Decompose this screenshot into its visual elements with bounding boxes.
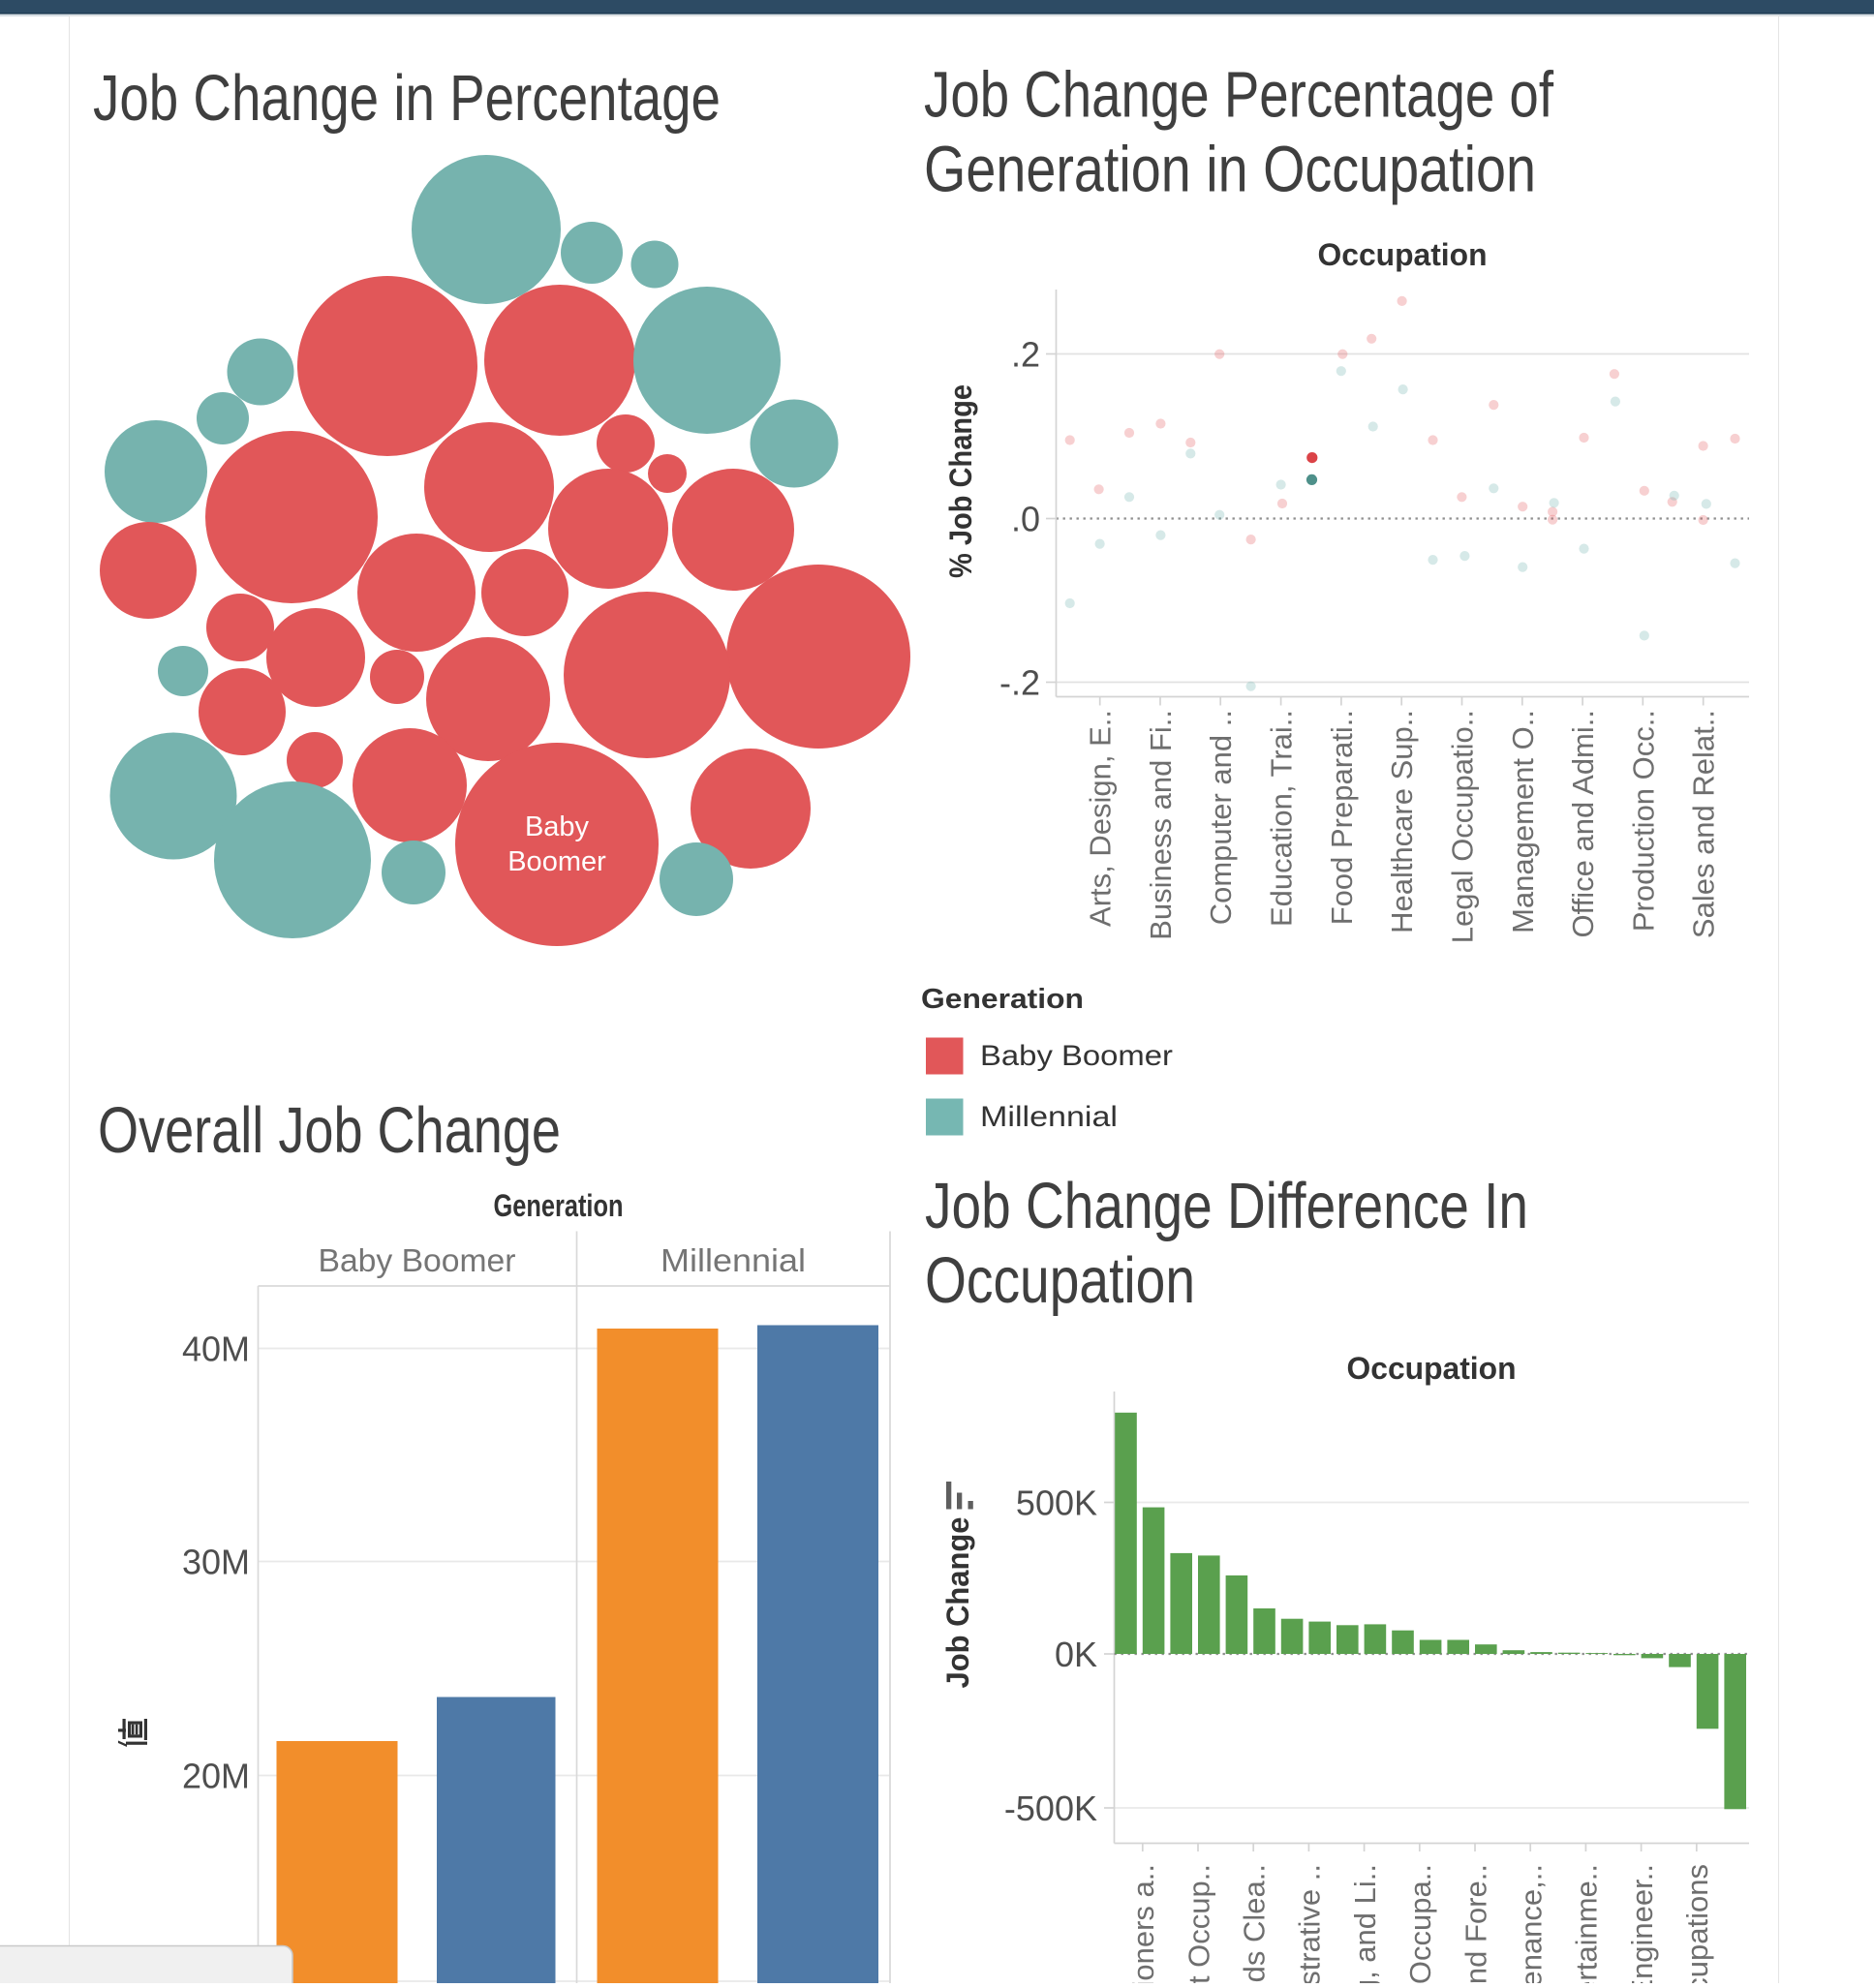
svg-text:Baby Boomer: Baby Boomer <box>980 1040 1173 1072</box>
svg-text:.0: .0 <box>1011 500 1040 539</box>
svg-text:Boomer: Boomer <box>507 846 606 877</box>
svg-text:Millennial: Millennial <box>661 1242 806 1278</box>
svg-text:Millennial: Millennial <box>980 1101 1118 1133</box>
svg-text:cupations: cupations <box>1680 1864 1714 1983</box>
svg-text:0K: 0K <box>1055 1635 1097 1674</box>
svg-text:Occupation: Occupation <box>925 1244 1195 1317</box>
svg-text:Sales and Relat..: Sales and Relat.. <box>1687 710 1721 938</box>
svg-text:tenance,..: tenance,.. <box>1515 1864 1549 1983</box>
svg-text:.2: .2 <box>1011 335 1040 375</box>
svg-text:e Occupa..: e Occupa.. <box>1403 1864 1437 1983</box>
svg-text:Education, Trai..: Education, Trai.. <box>1265 710 1299 927</box>
svg-text:Job Change: Job Change <box>940 1517 975 1689</box>
svg-text:and Fore..: and Fore.. <box>1459 1864 1492 1983</box>
svg-text:Job Change Percentage of: Job Change Percentage of <box>924 59 1553 132</box>
svg-text:30M: 30M <box>182 1543 250 1582</box>
svg-text:Production Occ..: Production Occ.. <box>1626 710 1660 932</box>
svg-text:500K: 500K <box>1016 1483 1097 1523</box>
svg-text:20M: 20M <box>182 1757 250 1796</box>
svg-text:Occupation: Occupation <box>1318 237 1488 272</box>
svg-text:Food Preparati..: Food Preparati.. <box>1325 710 1359 925</box>
svg-text:Baby Boomer: Baby Boomer <box>319 1242 516 1278</box>
svg-text:nds Clea..: nds Clea.. <box>1238 1864 1272 1983</box>
svg-text:Legal Occupatio..: Legal Occupatio.. <box>1446 710 1480 943</box>
svg-text:strative ..: strative .. <box>1293 1864 1327 1983</box>
svg-text:-.2: -.2 <box>999 663 1040 703</box>
svg-text:ertainme..: ertainme.. <box>1570 1864 1604 1983</box>
svg-text:Baby: Baby <box>525 811 590 842</box>
svg-text:% Job Change: % Job Change <box>943 384 978 578</box>
svg-text:Business and Fi..: Business and Fi.. <box>1144 710 1178 940</box>
svg-text:Overall Job Change: Overall Job Change <box>98 1094 561 1167</box>
svg-text:Arts, Design, E..: Arts, Design, E.. <box>1084 710 1118 927</box>
svg-text:Occupation: Occupation <box>1347 1351 1517 1386</box>
svg-text:Job Change Difference In: Job Change Difference In <box>925 1170 1528 1242</box>
svg-text:Generation: Generation <box>494 1188 624 1223</box>
svg-text:Generation: Generation <box>921 984 1084 1015</box>
svg-text:Management O..: Management O.. <box>1506 710 1540 933</box>
svg-text:Job Change in Percentage: Job Change in Percentage <box>93 62 721 135</box>
svg-text:-500K: -500K <box>1004 1789 1097 1828</box>
svg-text:rt Occup..: rt Occup.. <box>1182 1864 1215 1983</box>
svg-text:g, and Li..: g, and Li.. <box>1348 1864 1382 1983</box>
svg-text:Computer and ..: Computer and .. <box>1204 710 1238 925</box>
svg-text:40M: 40M <box>182 1330 250 1369</box>
svg-text:Healthcare Sup..: Healthcare Sup.. <box>1385 710 1419 933</box>
svg-text:Engineer..: Engineer.. <box>1625 1864 1659 1983</box>
svg-text:cioners a..: cioners a.. <box>1126 1864 1160 1983</box>
svg-text:Generation in Occupation: Generation in Occupation <box>924 134 1536 206</box>
svg-text:Office and Admi..: Office and Admi.. <box>1566 710 1600 938</box>
